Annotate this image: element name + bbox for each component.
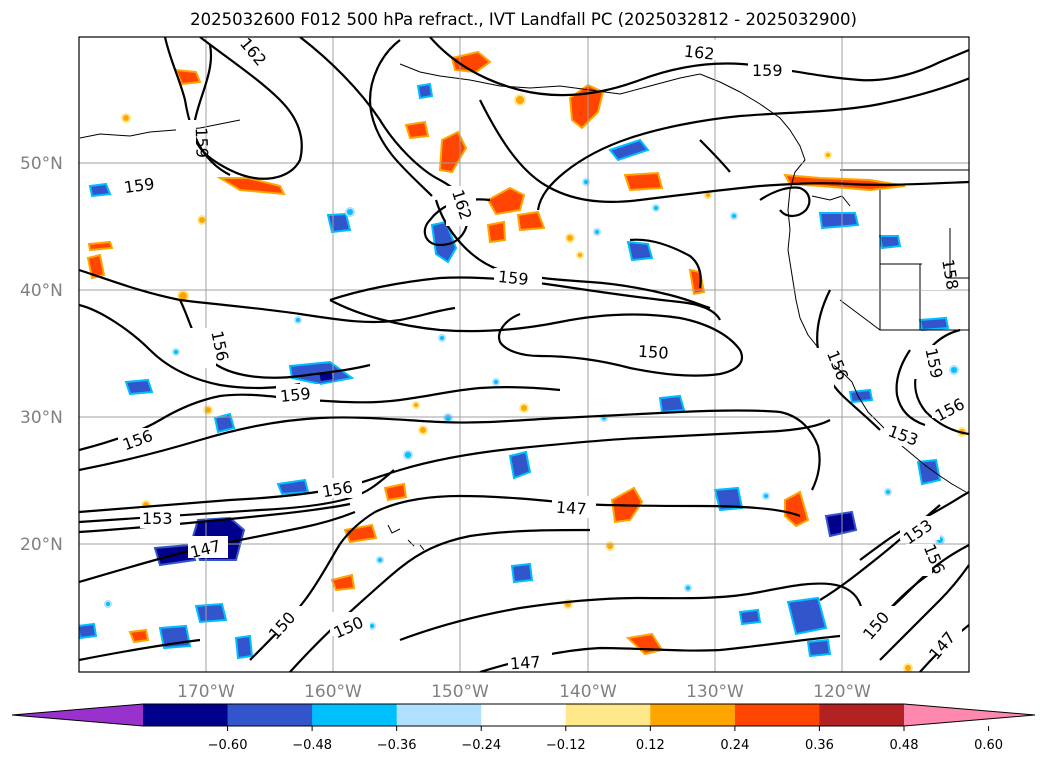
colorbar-segment (734, 704, 820, 726)
coastline (79, 63, 969, 551)
lon-label-170w: 170°W (177, 682, 235, 702)
colorbar-tick-label: 0.12 (636, 738, 665, 753)
colorbar-tick-label: 0.60 (974, 738, 1003, 753)
map-plot-area: 162 162 162 159 159 159 159 159 159 158 … (79, 37, 969, 673)
lon-label-140w: 140°W (559, 682, 617, 702)
contour-label-159: 159 (192, 127, 212, 158)
contour-label-162: 162 (683, 42, 715, 64)
contour-label-159: 159 (279, 384, 311, 406)
lon-label-120w: 120°W (813, 682, 871, 702)
colorbar-segment (481, 704, 567, 726)
colorbar-segment (565, 704, 651, 726)
colorbar-segment (396, 704, 482, 726)
colorbar-segment (819, 704, 905, 726)
colorbar-segment (227, 704, 313, 726)
contour-value-labels: 162 162 162 159 159 159 159 159 159 158 … (118, 37, 969, 673)
colorbar-extend-high (904, 704, 1035, 726)
colorbar-tick-label: −0.24 (461, 738, 501, 753)
lat-label-30n: 30°N (20, 408, 63, 428)
colorbar-segment (312, 704, 398, 726)
colorbar-tick-label: 0.48 (890, 738, 919, 753)
lon-label-150w: 150°W (431, 682, 489, 702)
colorbar-tick-label: 0.36 (805, 738, 834, 753)
colorbar-segment (650, 704, 736, 726)
colorbar-tick-label: −0.48 (292, 738, 332, 753)
colorbar-outline (11, 703, 1036, 727)
lat-label-50n: 50°N (20, 154, 63, 174)
map-frame (78, 36, 970, 673)
colorbar-tick-label: −0.60 (208, 738, 248, 753)
colorbar-tick-label: −0.12 (546, 738, 586, 753)
colorbar-extend-low (12, 704, 143, 726)
axis-labels: 50°N 40°N 30°N 20°N 170°W 160°W 150°W 14… (20, 154, 871, 702)
contour-label-147: 147 (555, 498, 587, 519)
lat-label-40n: 40°N (20, 281, 63, 301)
contour-label-159: 159 (497, 267, 529, 289)
colorbar-tick-label: 0.24 (720, 738, 749, 753)
map-title: 2025032600 F012 500 hPa refract., IVT La… (190, 10, 857, 29)
contour-label-159: 159 (752, 61, 783, 80)
contour-label-153: 153 (142, 509, 173, 528)
contour-label-147: 147 (509, 652, 541, 673)
contour-label-150: 150 (637, 342, 669, 363)
lon-label-160w: 160°W (304, 682, 362, 702)
colorbar-segment (143, 704, 229, 726)
contour-label-159: 159 (123, 174, 156, 197)
lat-label-20n: 20°N (20, 535, 63, 555)
colorbar: −0.60 −0.48 −0.36 −0.24 −0.12 0.12 0.24 0.36 0.4… (11, 703, 1036, 753)
lon-label-130w: 130°W (686, 682, 744, 702)
colorbar-tick-label: −0.36 (377, 738, 417, 753)
